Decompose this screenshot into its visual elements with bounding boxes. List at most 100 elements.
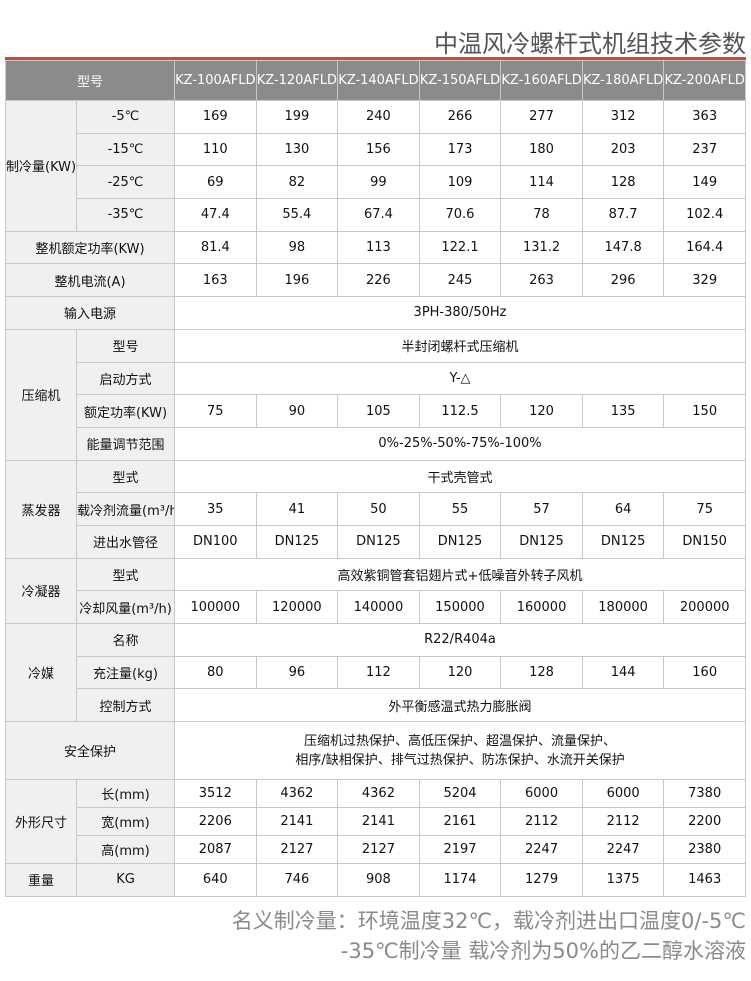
value-cell: 87.7 [581, 198, 665, 232]
table-row: 外形尺寸 长(mm) 3512 4362 4362 5204 6000 6000 7380 [5, 779, 746, 865]
value-cell: DN125 [337, 524, 420, 559]
value-cell: DN150 [663, 524, 746, 559]
spanned-value: R22/R404a [174, 623, 746, 657]
value-cell: 1279 [500, 863, 583, 897]
value-cell: 55 [418, 492, 502, 526]
value-cell: 4362 [255, 779, 339, 809]
value-cell: 363 [663, 100, 746, 134]
value-cell: 57 [500, 492, 583, 526]
value-cell: 114 [500, 165, 583, 200]
value-cell: 102.4 [663, 198, 746, 232]
value-cell: 2141 [255, 807, 339, 837]
table-row: 宽(mm) 2206 2141 2141 2161 2112 2112 2200 [6, 807, 746, 837]
spanned-value: 外平衡感温式热力膨胀阀 [174, 688, 746, 723]
table-row: 制冷量(KW) -5℃ 169 199 240 266 277 312 363 [5, 100, 746, 232]
row-label: 进出水管径 [75, 524, 176, 559]
value-cell: 113 [337, 230, 420, 265]
table-row: -25℃ 69 82 99 109 114 128 149 [6, 165, 746, 200]
value-cell: 2087 [174, 835, 257, 865]
value-cell: 2112 [500, 807, 583, 837]
value-cell: 35 [174, 492, 257, 526]
value-cell: 150000 [418, 590, 502, 624]
group-label: 压缩机 [5, 328, 77, 461]
value-cell: 147.8 [581, 230, 665, 265]
group-label: 重量 [5, 863, 77, 897]
group-label: 安全保护 [4, 721, 176, 781]
value-cell: 131.2 [500, 230, 583, 265]
value-cell: 140000 [337, 590, 420, 624]
value-cell: 312 [581, 100, 665, 134]
model-header: KZ-100AFLD [174, 60, 257, 101]
value-cell: 2247 [500, 835, 583, 865]
row-label: 长(mm) [75, 779, 176, 809]
value-cell: 245 [418, 263, 502, 298]
value-cell: 746 [255, 863, 339, 897]
spanned-value: 压缩机过热保护、高低压保护、超温保护、流量保护、 相序/缺相保护、排气过热保护、… [174, 721, 746, 781]
table-row: 冷凝器 型式 高效紫铜管套铝翅片式+低噪音外转子风机 [5, 557, 746, 625]
model-header: KZ-120AFLD [255, 60, 339, 101]
value-cell: 4362 [337, 779, 420, 809]
group-label: 整机额定功率(KW) [4, 230, 176, 265]
row-label: 高(mm) [75, 835, 176, 865]
row-label: 控制方式 [75, 688, 176, 723]
value-cell: 122.1 [418, 230, 502, 265]
value-cell: 2247 [581, 835, 665, 865]
value-cell: 47.4 [174, 198, 257, 232]
value-cell: 98 [255, 230, 339, 265]
table-row: 额定功率(KW) 75 90 105 112.5 120 135 150 [6, 394, 746, 428]
table-row: 压缩机 型号 半封闭螺杆式压缩机 [5, 328, 746, 461]
model-header: KZ-140AFLD [337, 60, 420, 101]
value-cell: 128 [500, 655, 583, 690]
row-label: -5℃ [75, 100, 176, 134]
value-cell: 69 [174, 165, 257, 200]
model-header: KZ-150AFLD [418, 60, 502, 101]
value-cell: 296 [581, 263, 665, 298]
value-cell: 180 [500, 132, 583, 167]
group-label: 外形尺寸 [5, 779, 77, 865]
value-cell: 173 [418, 132, 502, 167]
table-row: 启动方式 Y-△ [6, 361, 746, 396]
table-row: 冷却风量(m³/h) 100000 120000 140000 150000 160000… [6, 590, 746, 624]
value-cell: 2206 [174, 807, 257, 837]
value-cell: 908 [337, 863, 420, 897]
row-label: -15℃ [75, 132, 176, 167]
value-cell: 2141 [337, 807, 420, 837]
group-label: 冷媒 [5, 622, 77, 723]
value-cell: 2112 [581, 807, 665, 837]
model-header: KZ-200AFLD [663, 60, 746, 101]
group-label: 整机电流(A) [4, 263, 176, 298]
value-cell: 226 [337, 263, 420, 298]
group-label: 制冷量(KW) [5, 100, 77, 232]
value-cell: DN125 [500, 524, 583, 559]
row-label: 额定功率(KW) [75, 394, 176, 428]
row-label: 名称 [75, 623, 176, 657]
value-cell: 96 [255, 655, 339, 690]
table-row: 载冷剂流量(m³/h) 35 41 50 55 57 64 75 [6, 492, 746, 526]
header-divider [5, 57, 746, 60]
table-row: 安全保护 压缩机过热保护、高低压保护、超温保护、流量保护、 相序/缺相保护、排气过… [4, 721, 746, 781]
model-header-label: 型号 [4, 60, 176, 101]
row-label: 启动方式 [75, 361, 176, 396]
row-label: 型式 [75, 557, 176, 592]
table-row: 控制方式 外平衡感温式热力膨胀阀 [6, 688, 746, 723]
value-cell: 203 [581, 132, 665, 167]
row-label: 载冷剂流量(m³/h) [75, 492, 176, 526]
value-cell: 200000 [663, 590, 746, 624]
value-cell: 3512 [174, 779, 257, 809]
value-cell: 6000 [500, 779, 583, 809]
group-label: 蒸发器 [5, 459, 77, 559]
row-label: 型号 [75, 328, 176, 363]
value-cell: 55.4 [255, 198, 339, 232]
footnote-2: -35℃制冷量 载冷剂为50%的乙二醇水溶液 [340, 939, 746, 963]
header-row: 型号 KZ-100AFLD KZ-120AFLD KZ-140AFLD KZ-150AF… [4, 60, 746, 101]
value-cell: 156 [337, 132, 420, 167]
spanned-value: 半封闭螺杆式压缩机 [174, 328, 746, 363]
value-cell: 2127 [255, 835, 339, 865]
value-cell: 75 [663, 492, 746, 526]
value-cell: 100000 [174, 590, 257, 624]
model-header: KZ-160AFLD [500, 60, 583, 101]
row-label: 冷却风量(m³/h) [75, 590, 176, 624]
value-cell: 41 [255, 492, 339, 526]
row-label: 宽(mm) [75, 807, 176, 837]
table-row: 重量 KG 640 746 908 1174 1279 1375 1463 [5, 863, 746, 897]
